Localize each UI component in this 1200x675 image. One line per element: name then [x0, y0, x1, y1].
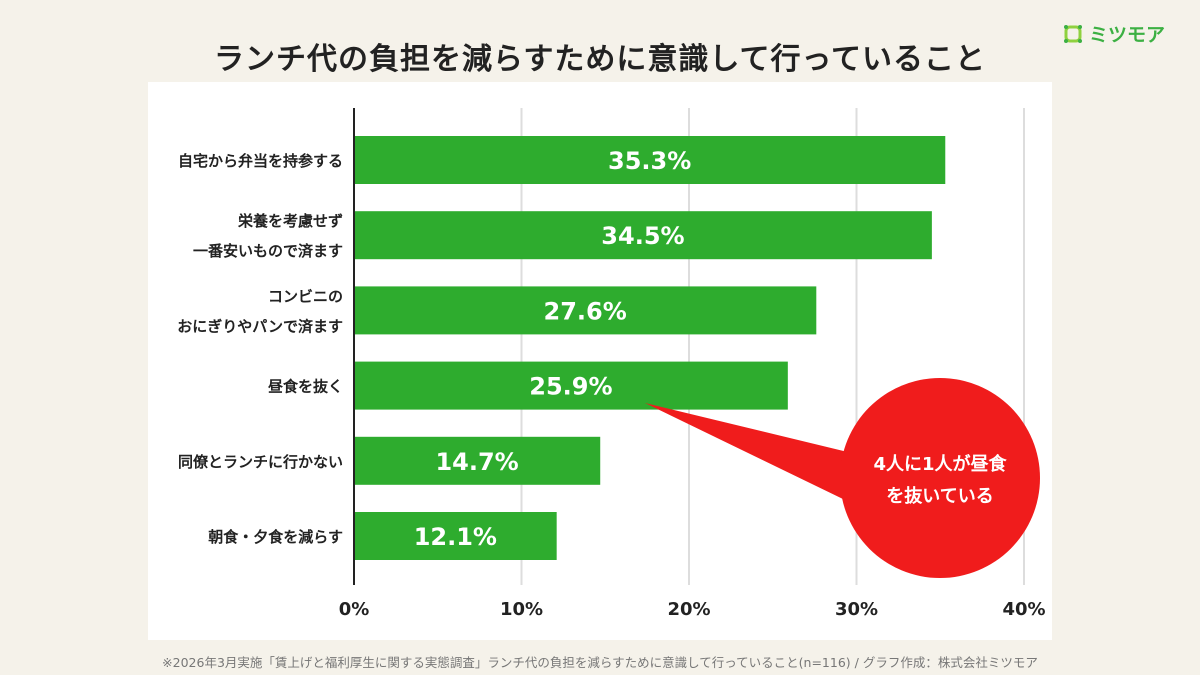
x-tick-label: 0% — [339, 599, 370, 620]
x-tick-label: 40% — [1002, 599, 1045, 620]
bar-value-label: 27.6% — [544, 297, 627, 325]
x-tick-label: 20% — [667, 599, 710, 620]
bar-value-label: 34.5% — [601, 222, 684, 250]
callout-text: を抜いている — [886, 485, 993, 507]
logo: ミツモア — [1063, 20, 1165, 47]
x-tick-label: 10% — [500, 599, 543, 620]
callout-pointer — [645, 403, 860, 500]
bar-value-label: 14.7% — [435, 448, 518, 476]
callout-bubble — [840, 378, 1040, 578]
bar — [354, 512, 557, 560]
callout-text: 4人に1人が昼食 — [873, 453, 1007, 475]
bar — [354, 136, 946, 184]
bar — [354, 211, 932, 260]
category-label: 朝食・夕食を減らす — [208, 528, 343, 546]
logo-text: ミツモア — [1089, 24, 1166, 46]
category-label: 一番安いもので済ます — [193, 242, 343, 260]
category-label: おにぎりやパンで済ます — [177, 317, 343, 335]
bar — [354, 436, 601, 485]
bar-value-label: 25.9% — [529, 373, 612, 401]
category-label: 昼食を抜く — [268, 378, 343, 396]
category-label: 栄養を考慮せず — [237, 212, 343, 230]
mitsumoa-logo-icon — [1064, 24, 1082, 43]
category-label: コンビニの — [268, 287, 343, 305]
footnote: ※2026年3月実施「賃上げと福利厚生に関する実態調査」ランチ代の負担を減らすた… — [162, 655, 1038, 670]
category-label: 同僚とランチに行かない — [178, 453, 343, 471]
bar — [354, 361, 788, 410]
page-title: ランチ代の負担を減らすために意識して行っていること — [214, 42, 986, 77]
bar-value-label: 35.3% — [608, 147, 691, 175]
bar — [354, 286, 817, 335]
x-tick-label: 30% — [835, 599, 878, 620]
category-label: 自宅から弁当を持参する — [178, 152, 343, 170]
bar-value-label: 12.1% — [414, 523, 497, 551]
